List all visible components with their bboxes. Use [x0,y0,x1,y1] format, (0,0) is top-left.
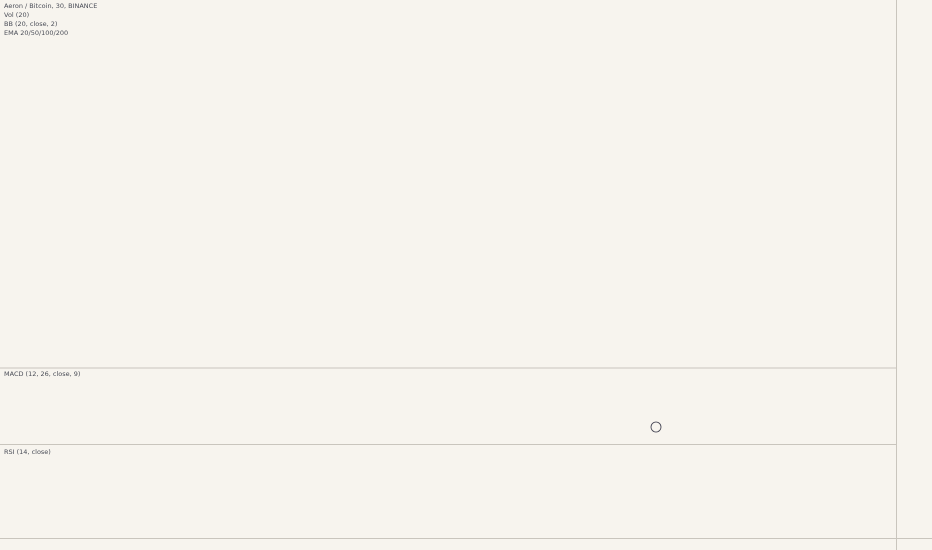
macd-title: MACD (12, 26, close, 9) [4,370,80,378]
legend-symbol: Aeron / Bitcoin, 30, BINANCE [4,2,97,10]
macd-annotation-circle [650,421,662,433]
legend-ema: EMA 20/50/100/200 [4,29,68,37]
legend-bb: BB (20, close, 2) [4,20,57,28]
legend-volume: Vol (20) [4,11,29,19]
rsi-title: RSI (14, close) [4,448,51,456]
